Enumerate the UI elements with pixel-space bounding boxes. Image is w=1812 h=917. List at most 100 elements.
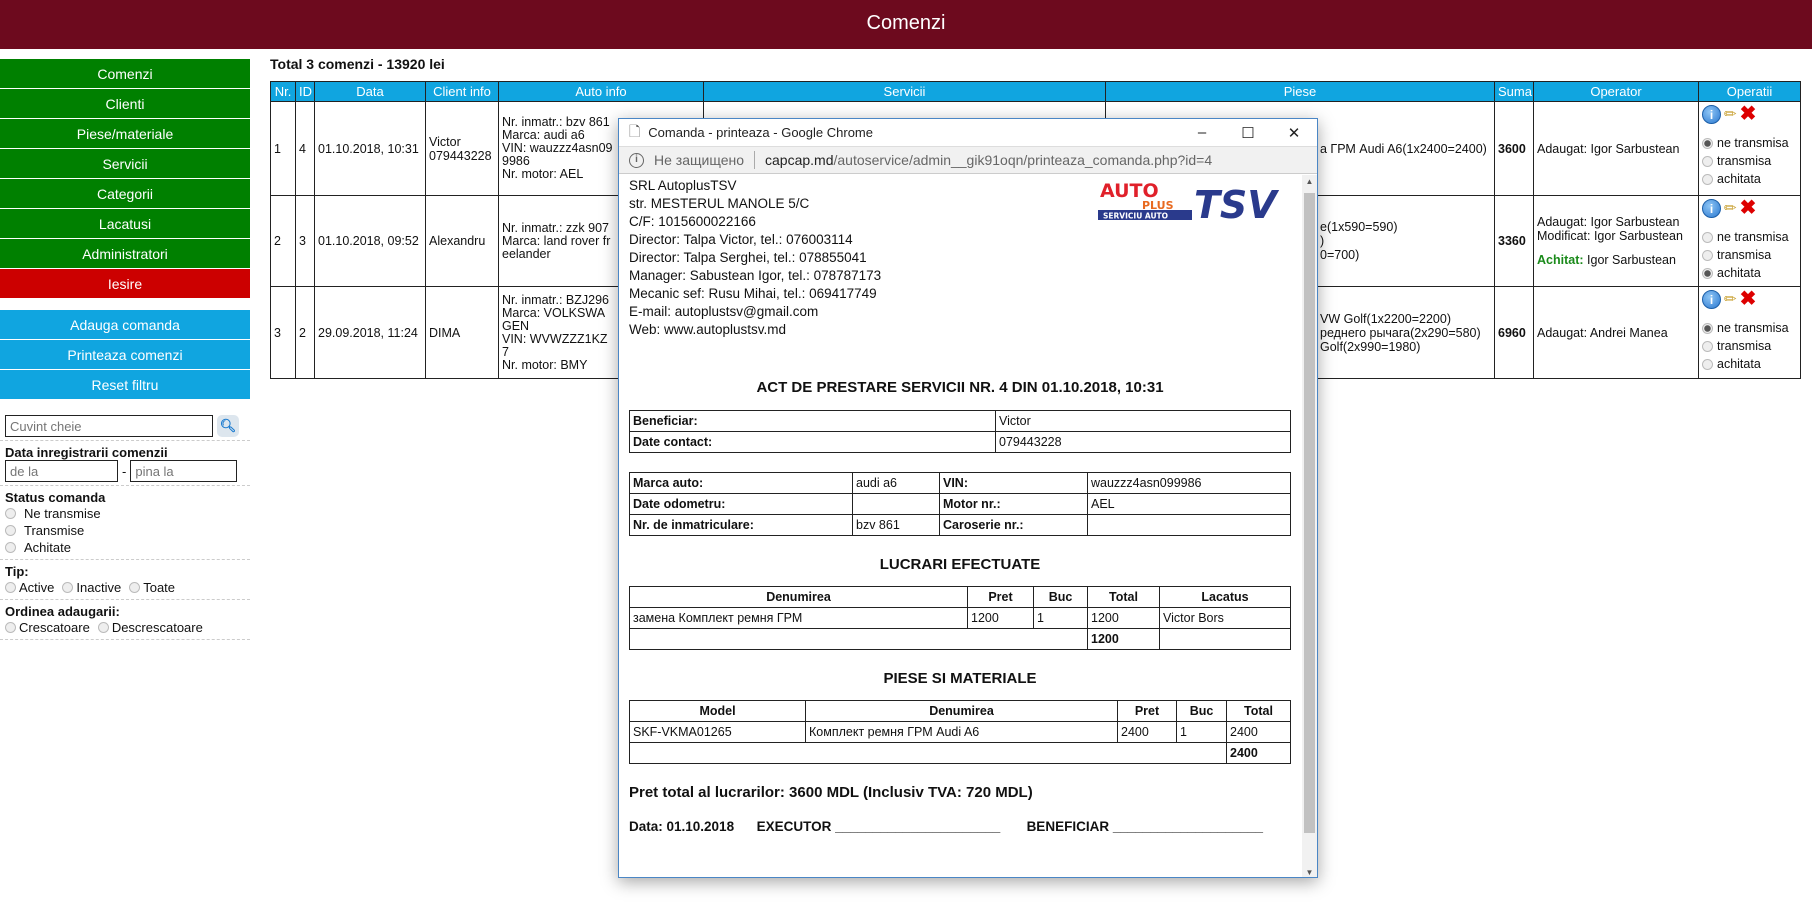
maximize-button[interactable]: ☐	[1241, 124, 1255, 142]
date-to-input[interactable]	[130, 460, 238, 482]
status-radio[interactable]: transmisa	[1702, 246, 1797, 264]
radio-button[interactable]	[1702, 249, 1713, 261]
info-icon[interactable]: i	[629, 152, 644, 168]
edit-pencil-icon[interactable]: ✏	[1724, 291, 1737, 308]
empty-cell	[1159, 628, 1291, 650]
info-icon[interactable]: i	[1702, 104, 1721, 124]
minimize-button[interactable]: –	[1197, 124, 1207, 141]
autoplus-tsv-logo: AUTO PLUS SERVICIU AUTO TSV	[1098, 180, 1288, 227]
scrollbar[interactable]: ▲ ▼	[1302, 175, 1317, 877]
radio-button[interactable]	[97, 622, 109, 633]
grand-total: Pret total al lucrarilor: 3600 MDL (Incl…	[629, 784, 1033, 801]
sidebar: Comenzi Clienti Piese/materiale Servicii Cat…	[0, 59, 250, 643]
sidebar-item-servicii[interactable]: Servicii	[0, 149, 250, 179]
date-filter-label: Data inregistrarii comenzii	[5, 445, 168, 460]
value: audi a6	[852, 472, 940, 494]
delete-x-icon[interactable]: ✖	[1739, 103, 1757, 125]
radio-button[interactable]	[1702, 137, 1713, 149]
radio-button[interactable]	[62, 582, 74, 593]
type-option[interactable]: Active	[5, 579, 54, 596]
radio-button[interactable]	[5, 622, 16, 633]
type-option[interactable]: Inactive	[62, 579, 121, 596]
radio-button[interactable]	[1702, 267, 1713, 279]
operator-info-line: Adaugat: Igor Sarbustean	[1537, 141, 1680, 156]
radio-button[interactable]	[1702, 322, 1713, 334]
radio-button[interactable]	[5, 508, 16, 519]
order-nr: 2	[270, 195, 296, 287]
logout-button[interactable]: Iesire	[0, 269, 250, 299]
car-row: Nr. de inmatriculare: bzv 861 Caroserie nr…	[629, 514, 1291, 536]
order-option[interactable]: Descrescatoare	[97, 619, 203, 636]
print-order-window: 🗋 Comanda - printeaza - Google Chrome – …	[618, 118, 1318, 878]
add-order-button[interactable]: Adauga comanda	[0, 310, 250, 340]
delete-x-icon[interactable]: ✖	[1739, 197, 1757, 219]
order-date: 01.10.2018, 10:31	[314, 101, 426, 196]
scroll-down-arrow[interactable]: ▼	[1305, 868, 1314, 877]
client-info: Alexandru	[425, 195, 499, 287]
close-button[interactable]: ✕	[1287, 124, 1301, 142]
url-path: /autoservice/admin__gik91oqn/printeaza_c…	[833, 152, 1213, 168]
radio-button[interactable]	[5, 525, 16, 536]
status-radio[interactable]: achitata	[1702, 264, 1797, 282]
order-id: 2	[295, 286, 315, 379]
sidebar-item-piesemateriale[interactable]: Piese/materiale	[0, 119, 250, 149]
auto-info-line: Nr. motor: AEL	[502, 167, 584, 181]
works-table: Denumirea Pret Buc Total Lacatus замена Компл…	[629, 586, 1291, 650]
scrollbar-thumb[interactable]	[1304, 193, 1315, 833]
radio-button[interactable]	[5, 582, 16, 593]
security-label: Не защищено	[654, 152, 744, 168]
status-radio[interactable]: achitata	[1702, 170, 1797, 188]
status-option[interactable]: Transmise	[5, 522, 250, 539]
company-line: SRL AutoplusTSV	[629, 178, 737, 193]
sidebar-item-clienti[interactable]: Clienti	[0, 89, 250, 119]
status-option[interactable]: Achitate	[5, 539, 250, 556]
status-radio[interactable]: transmisa	[1702, 152, 1797, 170]
reset-filter-button[interactable]: Reset filtru	[0, 370, 250, 400]
radio-button[interactable]	[1702, 358, 1713, 370]
company-line: Web: www.autoplustsv.md	[629, 322, 787, 337]
status-radio[interactable]: ne transmisa	[1702, 319, 1797, 337]
column-header: Total	[1226, 700, 1291, 722]
scroll-up-arrow[interactable]: ▲	[1305, 177, 1314, 186]
total-row: 2400	[629, 742, 1291, 764]
radio-button[interactable]	[1702, 173, 1713, 185]
print-orders-button[interactable]: Printeaza comenzi	[0, 340, 250, 370]
info-icon[interactable]: i	[1702, 289, 1721, 309]
order-option[interactable]: Crescatoare	[5, 619, 90, 636]
status-label: transmisa	[1717, 339, 1772, 353]
radio-button[interactable]	[1702, 231, 1713, 243]
sidebar-item-categorii[interactable]: Categorii	[0, 179, 250, 209]
sidebar-item-administratori[interactable]: Administratori	[0, 239, 250, 269]
operations-cell: i ✏ ✖ ne transmisa transmisa achitata	[1698, 286, 1801, 379]
sidebar-item-lacatusi[interactable]: Lacatusi	[0, 209, 250, 239]
client-row: Beneficiar: Victor	[629, 410, 1291, 432]
edit-pencil-icon[interactable]: ✏	[1724, 106, 1737, 123]
type-option[interactable]: Toate	[129, 579, 175, 596]
radio-button[interactable]	[1702, 340, 1713, 352]
radio-button[interactable]	[129, 582, 141, 593]
edit-pencil-icon[interactable]: ✏	[1724, 200, 1737, 217]
date-from-input[interactable]	[5, 460, 118, 482]
status-radio[interactable]: ne transmisa	[1702, 134, 1797, 152]
status-radio[interactable]: achitata	[1702, 355, 1797, 373]
status-radio[interactable]: ne transmisa	[1702, 228, 1797, 246]
status-option[interactable]: Ne transmise	[5, 505, 250, 522]
status-label: transmisa	[1717, 248, 1772, 262]
parts-cell-line: а ГРМ Audi A6(1x2400=2400)	[1320, 141, 1487, 156]
order-filter-label: Ordinea adaugarii:	[5, 604, 120, 619]
beneficiar-sign: BENEFICIAR ____________________	[1026, 819, 1263, 834]
sidebar-item-comenzi[interactable]: Comenzi	[0, 59, 250, 89]
auto-info-lines: Nr. inmatr.: zzk 907 Marca: land rover fr…	[502, 221, 614, 261]
search-input[interactable]	[5, 415, 213, 437]
delete-x-icon[interactable]: ✖	[1739, 288, 1757, 310]
radio-button[interactable]	[1702, 155, 1713, 167]
client-info: DIMA	[425, 286, 499, 379]
status-radio[interactable]: transmisa	[1702, 337, 1797, 355]
signature-line: Data: 01.10.2018 EXECUTOR ______________…	[629, 819, 1291, 834]
date-separator: -	[122, 463, 127, 479]
client-row: Date contact: 079443228	[629, 431, 1291, 453]
address-bar[interactable]: i Не защищено capcap.md/autoservice/admi…	[619, 147, 1317, 174]
search-icon[interactable]: 🔍︎	[217, 415, 239, 437]
info-icon[interactable]: i	[1702, 198, 1721, 218]
radio-button[interactable]	[5, 542, 16, 553]
